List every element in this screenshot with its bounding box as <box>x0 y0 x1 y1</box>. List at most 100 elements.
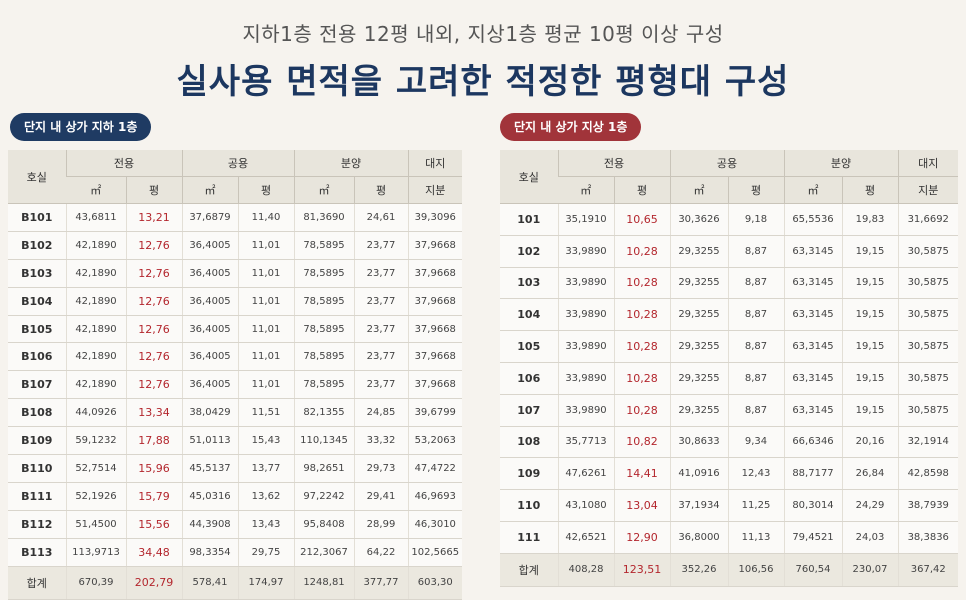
value-cell: 42,1890 <box>65 342 126 372</box>
value-cell: 11,01 <box>237 342 294 372</box>
table-row: B102 42,1890 12,76 36,4005 11,01 78,5895 23,77… <box>8 231 462 260</box>
value-cell: 63,3145 <box>783 298 842 332</box>
value-cell: 30,5875 <box>897 298 958 332</box>
land-header: 대지 <box>407 150 462 177</box>
value-cell: 23,77 <box>353 287 408 316</box>
value-cell: 47,4722 <box>407 454 462 483</box>
total-cell: 202,79 <box>125 566 182 600</box>
value-cell: 37,9668 <box>407 370 462 400</box>
table-row: 110 43,1080 13,04 37,1934 11,25 80,3014 24,29 3… <box>500 489 958 522</box>
value-cell: 9,18 <box>727 203 784 236</box>
total-cell: 578,41 <box>181 566 238 600</box>
value-cell: 8,87 <box>727 330 784 363</box>
exclusive-header: 전용 <box>65 150 182 177</box>
value-cell: 47,6261 <box>557 457 614 491</box>
value-cell: 10,82 <box>613 426 670 459</box>
value-cell: 42,1890 <box>65 287 126 316</box>
table-row: B113 113,9713 34,48 98,3354 29,75 212,3067 64,… <box>8 538 462 567</box>
value-cell: 42,1890 <box>65 259 126 288</box>
value-cell: 13,04 <box>613 489 670 522</box>
total-cell: 230,07 <box>841 553 898 587</box>
value-cell: 37,9668 <box>407 342 462 372</box>
value-cell: 11,01 <box>237 231 294 260</box>
value-cell: 10,28 <box>613 394 670 427</box>
value-cell: 51,0113 <box>181 426 238 456</box>
total-row: 합계 670,39 202,79 578,41 174,97 1248,81 377,77 6… <box>8 566 462 600</box>
ground-table: 호실 전용 공용 분양 대지 ㎡ 평 ㎡ 평 ㎡ 평 지분 101 35,1910… <box>500 150 958 587</box>
value-cell: 113,9713 <box>65 538 126 567</box>
value-cell: 8,87 <box>727 267 784 300</box>
unit-cell: 102 <box>500 235 558 268</box>
table-row: 102 33,9890 10,28 29,3255 8,87 63,3145 19,15 30… <box>500 235 958 268</box>
pyeong-header: 평 <box>353 176 408 204</box>
value-cell: 23,77 <box>353 231 408 260</box>
value-cell: 19,15 <box>841 394 898 427</box>
value-cell: 29,3255 <box>669 330 728 363</box>
total-cell: 760,54 <box>783 553 842 587</box>
value-cell: 29,3255 <box>669 267 728 300</box>
unit-cell: 111 <box>500 521 558 554</box>
value-cell: 33,9890 <box>557 394 614 427</box>
unit-cell: B107 <box>8 370 66 400</box>
value-cell: 38,3836 <box>897 521 958 554</box>
value-cell: 45,0316 <box>181 482 238 511</box>
table-row: 107 33,9890 10,28 29,3255 8,87 63,3145 19,15 30… <box>500 394 958 427</box>
value-cell: 63,3145 <box>783 235 842 268</box>
value-cell: 10,28 <box>613 330 670 363</box>
sqm-header: ㎡ <box>669 176 728 204</box>
value-cell: 63,3145 <box>783 267 842 300</box>
land-share-header: 지분 <box>897 176 958 204</box>
total-cell: 367,42 <box>897 553 958 587</box>
value-cell: 15,43 <box>237 426 294 456</box>
value-cell: 78,5895 <box>293 287 354 316</box>
table-row: 103 33,9890 10,28 29,3255 8,87 63,3145 19,15 30… <box>500 267 958 300</box>
total-cell: 670,39 <box>65 566 126 600</box>
common-header: 공용 <box>669 150 784 177</box>
total-cell: 352,26 <box>669 553 728 587</box>
value-cell: 37,9668 <box>407 287 462 316</box>
value-cell: 43,6811 <box>65 203 126 232</box>
value-cell: 19,15 <box>841 235 898 268</box>
value-cell: 63,3145 <box>783 362 842 395</box>
value-cell: 8,87 <box>727 235 784 268</box>
value-cell: 37,9668 <box>407 259 462 288</box>
unit-header: 호실 <box>8 150 66 204</box>
value-cell: 12,76 <box>125 370 182 400</box>
value-cell: 23,77 <box>353 370 408 400</box>
value-cell: 37,6879 <box>181 203 238 232</box>
table-row: 108 35,7713 10,82 30,8633 9,34 66,6346 20,16 32… <box>500 426 958 459</box>
value-cell: 78,5895 <box>293 259 354 288</box>
value-cell: 37,1934 <box>669 489 728 522</box>
value-cell: 36,4005 <box>181 342 238 372</box>
value-cell: 29,75 <box>237 538 294 567</box>
value-cell: 42,6521 <box>557 521 614 554</box>
total-row: 합계 408,28 123,51 352,26 106,56 760,54 230,07 36… <box>500 553 958 587</box>
value-cell: 30,5875 <box>897 235 958 268</box>
value-cell: 66,6346 <box>783 426 842 459</box>
value-cell: 11,51 <box>237 398 294 428</box>
table-row: 101 35,1910 10,65 30,3626 9,18 65,5536 19,83 31… <box>500 203 958 236</box>
value-cell: 95,8408 <box>293 510 354 539</box>
unit-header: 호실 <box>500 150 558 204</box>
value-cell: 11,13 <box>727 521 784 554</box>
value-cell: 12,76 <box>125 342 182 372</box>
value-cell: 19,15 <box>841 362 898 395</box>
value-cell: 14,41 <box>613 457 670 491</box>
table-row: B101 43,6811 13,21 37,6879 11,40 81,3690 24,61… <box>8 203 462 232</box>
value-cell: 26,84 <box>841 457 898 491</box>
value-cell: 42,1890 <box>65 370 126 400</box>
ground-badge: 단지 내 상가 지상 1층 <box>500 113 642 141</box>
value-cell: 17,88 <box>125 426 182 456</box>
total-cell: 603,30 <box>407 566 462 600</box>
unit-cell: 109 <box>500 457 558 491</box>
unit-cell: B110 <box>8 454 66 483</box>
unit-cell: 106 <box>500 362 558 395</box>
value-cell: 81,3690 <box>293 203 354 232</box>
value-cell: 10,28 <box>613 267 670 300</box>
value-cell: 11,01 <box>237 315 294 344</box>
unit-cell: 105 <box>500 330 558 363</box>
value-cell: 59,1232 <box>65 426 126 456</box>
table-row: 106 33,9890 10,28 29,3255 8,87 63,3145 19,15 30… <box>500 362 958 395</box>
value-cell: 12,90 <box>613 521 670 554</box>
unit-cell: B101 <box>8 203 66 232</box>
